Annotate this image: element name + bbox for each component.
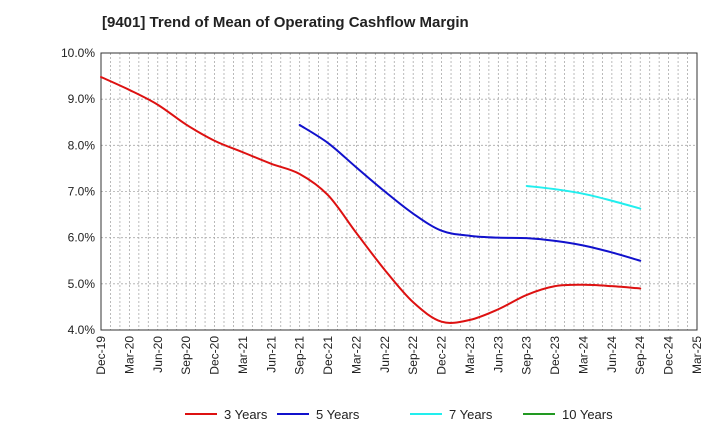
x-tick-label: Jun-21	[264, 336, 278, 373]
y-tick-label: 4.0%	[68, 323, 96, 337]
x-tick-label: Mar-24	[576, 336, 590, 374]
x-tick-label: Dec-19	[94, 336, 108, 375]
x-tick-label: Jun-22	[378, 336, 392, 373]
y-tick-label: 6.0%	[68, 231, 96, 245]
x-tick-label: Dec-21	[321, 336, 335, 375]
y-tick-label: 5.0%	[68, 277, 96, 291]
x-tick-label: Dec-24	[662, 336, 676, 375]
legend-label-7-years: 7 Years	[449, 407, 493, 422]
y-tick-label: 10.0%	[61, 46, 95, 60]
x-tick-label: Mar-23	[463, 336, 477, 374]
x-tick-label: Mar-25	[690, 336, 704, 374]
x-axis: Dec-19 Mar-20 Jun-20 Sep-20 Dec-20 Mar-21 Jun-…	[94, 336, 704, 375]
x-tick-label: Dec-20	[208, 336, 222, 375]
x-tick-label: Sep-20	[179, 336, 193, 375]
x-tick-label: Sep-24	[633, 336, 647, 375]
chart-title: [9401] Trend of Mean of Operating Cashfl…	[102, 14, 469, 31]
legend-label-10-years: 10 Years	[562, 407, 613, 422]
x-tick-label: Mar-20	[122, 336, 136, 374]
x-tick-label: Sep-23	[520, 336, 534, 375]
x-tick-label: Dec-22	[435, 336, 449, 375]
y-tick-label: 7.0%	[68, 185, 96, 199]
x-tick-label: Mar-22	[349, 336, 363, 374]
x-tick-label: Jun-23	[491, 336, 505, 373]
x-tick-label: Mar-21	[236, 336, 250, 374]
y-tick-label: 8.0%	[68, 138, 96, 152]
legend-label-3-years: 3 Years	[224, 407, 268, 422]
legend: 3 Years 5 Years 7 Years 10 Years	[185, 407, 613, 422]
x-tick-label: Jun-24	[605, 336, 619, 373]
series-line-5-years	[298, 124, 642, 262]
x-tick-label: Jun-20	[151, 336, 165, 373]
series-line-3-years	[100, 76, 642, 324]
grid	[100, 53, 698, 330]
y-tick-label: 9.0%	[68, 92, 96, 106]
x-tick-label: Sep-22	[406, 336, 420, 375]
y-axis: 4.0% 5.0% 6.0% 7.0% 8.0% 9.0% 10.0%	[61, 46, 95, 337]
plot-area-frame	[100, 52, 698, 331]
x-tick-label: Sep-21	[293, 336, 307, 375]
series-line-7-years	[525, 184, 642, 210]
series-layer	[100, 76, 642, 324]
x-tick-label: Dec-23	[548, 336, 562, 375]
legend-label-5-years: 5 Years	[316, 407, 360, 422]
